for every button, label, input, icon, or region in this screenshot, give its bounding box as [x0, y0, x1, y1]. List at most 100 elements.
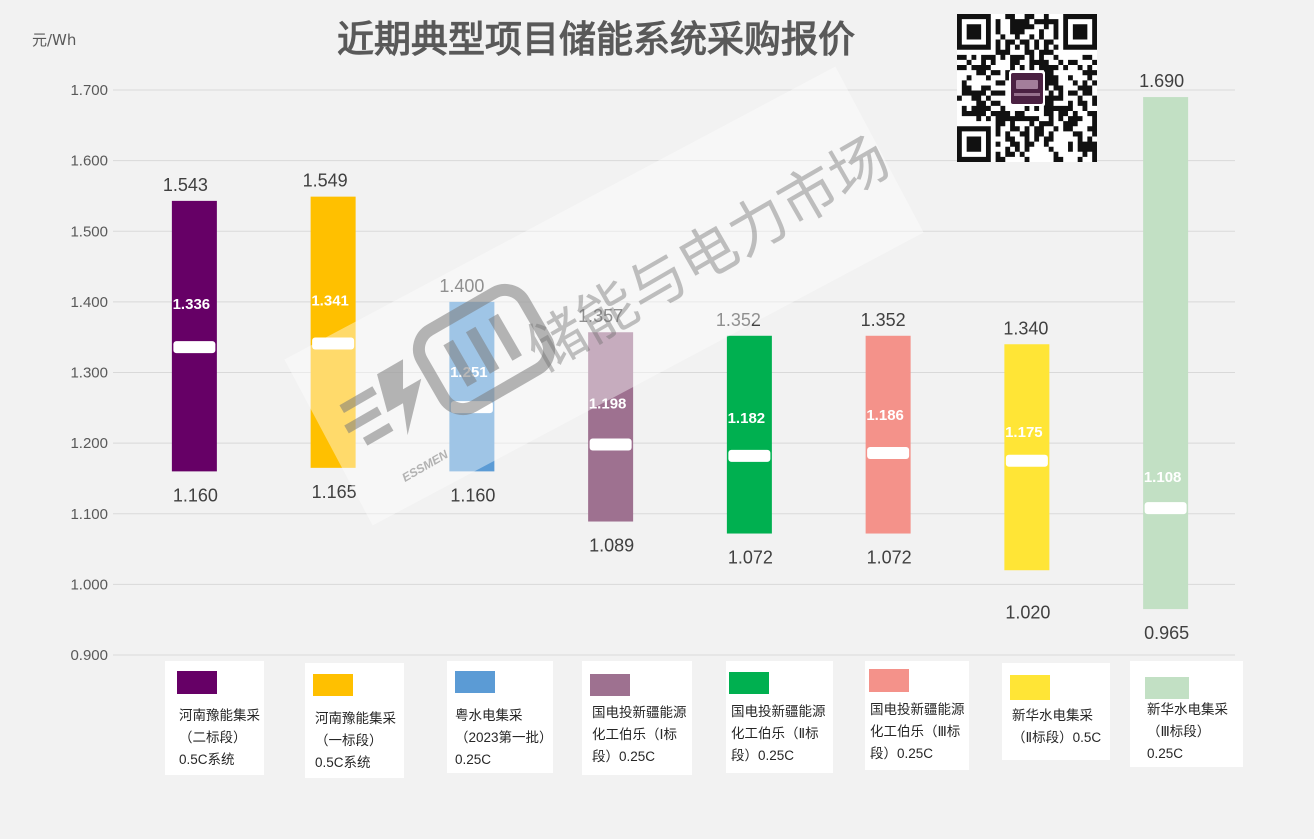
min-value-label: 1.165 [312, 482, 357, 502]
y-tick-label: 1.400 [70, 294, 108, 311]
y-tick-label: 1.600 [70, 153, 108, 170]
legend-label-line: 国电投新疆能源 [592, 705, 687, 720]
legend-label-line: 段）0.25C [731, 748, 794, 763]
legend-label-line: 化工伯乐（Ⅲ标 [870, 724, 960, 739]
watermark-logo-part [362, 422, 394, 446]
avg-marker [312, 337, 355, 350]
legend: 河南豫能集采 （二标段） 0.5C系统 河南豫能集采 （一标段） 0.5C系统 粤水电集采 （… [165, 661, 1243, 778]
max-value-label: 1.400 [439, 276, 484, 296]
legend-label-line: 国电投新疆能源 [731, 704, 826, 719]
watermark-panel [284, 66, 924, 526]
watermark-logo-part [377, 359, 422, 436]
watermark-logo-part [344, 406, 382, 434]
legend-label-line: 0.25C [1147, 746, 1183, 761]
legend-item: 新华水电集采 （Ⅱ标段）0.5C [1002, 663, 1110, 760]
min-value-label: 1.072 [867, 548, 912, 568]
legend-swatch [1145, 677, 1189, 699]
legend-swatch [177, 671, 217, 694]
legend-label-line: （2023第一批） [455, 729, 553, 745]
min-value-label: 1.160 [450, 485, 495, 505]
range-bar [171, 200, 217, 472]
legend-label-line: 粤水电集采 [455, 708, 523, 723]
legend-swatch [313, 674, 353, 696]
avg-value-label: 1.108 [1144, 469, 1182, 486]
avg-marker [173, 341, 216, 354]
essmen-logo-icon [339, 283, 556, 446]
avg-marker [1144, 502, 1187, 515]
y-tick-label: 1.300 [70, 365, 108, 382]
range-bar [588, 332, 634, 522]
legend-label-line: 段）0.25C [592, 749, 655, 764]
legend-label-line: （Ⅱ标段）0.5C [1012, 730, 1101, 745]
max-value-label: 1.543 [163, 175, 208, 195]
y-tick-label: 1.200 [70, 435, 108, 452]
legend-label-line: 0.5C系统 [179, 752, 235, 767]
avg-value-label: 1.182 [728, 410, 766, 427]
watermark-logo-part [465, 326, 500, 374]
range-bar [310, 196, 356, 468]
legend-label-line: 化工伯乐（Ⅱ标 [731, 726, 819, 741]
y-tick-label: 1.000 [70, 576, 108, 593]
min-value-label: 1.160 [173, 485, 218, 505]
max-value-label: 1.549 [303, 171, 348, 191]
legend-label-line: 新华水电集采 [1012, 708, 1093, 723]
qr-logo-mark [1014, 93, 1040, 96]
legend-item: 河南豫能集采 （一标段） 0.5C系统 [305, 663, 404, 778]
min-value-label: 0.965 [1144, 623, 1189, 643]
max-value-label: 1.357 [578, 306, 623, 326]
legend-label-line: （Ⅲ标段） [1147, 724, 1210, 739]
range-bar [1143, 97, 1189, 610]
qr-logo-mark [1016, 80, 1038, 89]
y-tick-label: 0.900 [70, 647, 108, 664]
qr-code-modules [957, 14, 1097, 162]
legend-swatch [455, 671, 495, 693]
legend-label-line: 国电投新疆能源 [870, 702, 965, 717]
avg-value-label: 1.175 [1005, 424, 1043, 441]
legend-label-line: 化工伯乐（Ⅰ标 [592, 727, 677, 742]
y-tick-label: 1.500 [70, 223, 108, 240]
legend-label-line: 河南豫能集采 [179, 708, 260, 723]
legend-item: 河南豫能集采 （二标段） 0.5C系统 [165, 661, 264, 775]
y-axis-unit-label: 元/Wh [32, 31, 76, 49]
max-value-label: 1.352 [716, 310, 761, 330]
legend-swatch [869, 669, 909, 692]
y-axis-tick-labels: 0.900 1.000 1.100 1.200 1.300 1.400 1.500 1.600… [70, 82, 108, 664]
max-value-label: 1.690 [1139, 71, 1184, 91]
avg-marker [1005, 454, 1048, 467]
legend-swatch [590, 674, 630, 696]
range-bar [726, 335, 772, 534]
watermark-logo-part [488, 313, 522, 361]
legend-swatch [729, 672, 769, 694]
legend-label-line: 段）0.25C [870, 746, 933, 761]
avg-value-label: 1.341 [311, 293, 349, 310]
watermark-logo-part [443, 339, 477, 387]
watermark-logo-part [339, 386, 377, 414]
legend-item: 粤水电集采 （2023第一批） 0.25C [447, 661, 553, 773]
max-value-label: 1.352 [861, 310, 906, 330]
avg-markers [173, 337, 1187, 515]
min-value-label: 1.089 [589, 536, 634, 556]
avg-value-label: 1.186 [866, 407, 904, 424]
value-labels: 1.543 1.160 1.336 1.549 1.165 1.341 1.400 1.160… [163, 71, 1189, 643]
avg-marker [589, 438, 632, 451]
legend-label-line: 0.25C [455, 752, 491, 767]
legend-label-line: 河南豫能集采 [315, 711, 396, 726]
watermark-logo-part [412, 283, 556, 416]
chart-title: 近期典型项目储能系统采购报价 [337, 18, 855, 61]
legend-label-line: （一标段） [315, 733, 383, 748]
avg-marker [728, 449, 771, 462]
max-value-label: 1.340 [1003, 318, 1048, 338]
legend-label-line: 新华水电集采 [1147, 702, 1228, 717]
min-value-label: 1.072 [728, 548, 773, 568]
min-value-label: 1.020 [1005, 602, 1050, 622]
y-tick-label: 1.700 [70, 82, 108, 99]
legend-label-line: 0.5C系统 [315, 755, 371, 770]
gridlines [113, 89, 1235, 656]
y-tick-label: 1.100 [70, 506, 108, 523]
avg-value-label: 1.198 [589, 396, 627, 413]
legend-label-line: （二标段） [179, 730, 247, 745]
legend-swatch [1010, 675, 1050, 700]
